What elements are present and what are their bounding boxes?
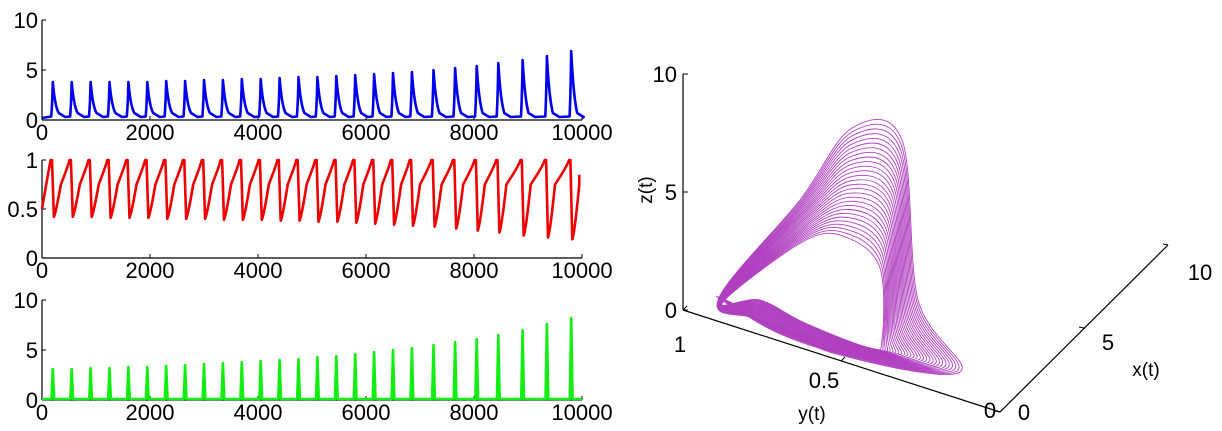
trajectory-loop [720,220,891,353]
z-axis-title: z(t) [636,176,657,203]
x-tick-label: 0 [36,120,48,145]
y-tick-label: 0.5 [809,368,840,393]
trajectory-loop [720,223,889,352]
x-series-line [41,49,585,120]
z-tick-label: 5 [665,180,677,205]
y-time-series-panel: 0 2000 4000 6000 8000 10000 0 0.5 1 [7,148,612,283]
x-tick-label: 8000 [450,258,499,283]
x-tick-label: 10000 [551,120,612,145]
trajectory-loop [718,170,928,364]
x-tick-label: 8000 [450,120,499,145]
trajectory-loop [721,229,886,351]
trajectory-loop [718,161,934,366]
x-tick-label: 6000 [342,258,391,283]
x-tick-label: 0 [36,258,48,283]
trajectory-loop [719,188,915,360]
y-tick-label: 10 [14,288,38,313]
z-series-line [42,316,582,401]
x-tick-label: 0 [1018,400,1030,425]
trajectory-bundle-line [730,301,881,362]
trajectory-loop [718,156,937,367]
y-tick-mark [840,356,846,362]
x-time-series-panel: 0 2000 4000 6000 8000 10000 0 5 10 [14,8,613,145]
trajectory-loop [719,192,912,359]
y-tick-label: 1 [26,148,38,173]
y-axis-title: y(t) [798,404,825,425]
z-time-series-panel: 0 2000 4000 6000 8000 10000 0 5 10 [14,288,613,425]
trajectory-loop [718,179,921,362]
x-tick-label: 0 [36,400,48,425]
y-tick-label: 0 [26,388,38,413]
z-tick-label: 10 [653,62,677,87]
trajectory-loop [721,232,885,351]
x-tick-label: 10000 [551,400,612,425]
x-tick-label: 10 [1188,260,1212,285]
trajectory-loop [720,226,887,352]
trajectory-loop [719,200,906,357]
y-tick-label: 10 [14,8,38,33]
y-tick-label: 0 [26,246,38,271]
x-tick-label: 2000 [126,400,175,425]
x-axis-title: x(t) [1132,360,1159,381]
x-tick-label: 8000 [450,400,499,425]
x-tick-label: 4000 [234,120,283,145]
y-tick-mark [999,407,1005,413]
y-tick-mark [682,305,688,311]
y-tick-label: 1 [674,332,686,357]
x-axis-line [999,244,1169,413]
trajectory-loop [719,204,903,356]
trajectory-loop [718,165,931,365]
x-tick-label: 5 [1102,330,1114,355]
y-tick-label: 0 [26,108,38,133]
trajectory-loop [718,174,924,363]
x-tick-label: 2000 [126,258,175,283]
x-tick-label: 4000 [234,400,283,425]
x-tick-mark [1078,326,1085,329]
y-tick-label: 5 [26,58,38,83]
x-tick-label: 6000 [342,400,391,425]
x-tick-label: 10000 [551,258,612,283]
x-tick-mark [994,410,1001,413]
x-tick-label: 6000 [342,120,391,145]
y-tick-label: 0.5 [7,197,38,222]
x-tick-label: 4000 [234,258,283,283]
trajectory-loop [720,209,900,355]
y-tick-label: 0 [984,398,996,423]
x-tick-label: 2000 [126,120,175,145]
trajectory-loop [717,151,940,368]
trajectory-loop [720,212,897,354]
y-series-line [40,158,581,241]
x-tick-mark [1162,243,1169,246]
trajectory-loop [720,216,894,353]
trajectory-loop [719,196,909,358]
z-tick-label: 0 [665,298,677,323]
y-tick-label: 5 [26,338,38,363]
trajectory-loop [719,183,918,361]
